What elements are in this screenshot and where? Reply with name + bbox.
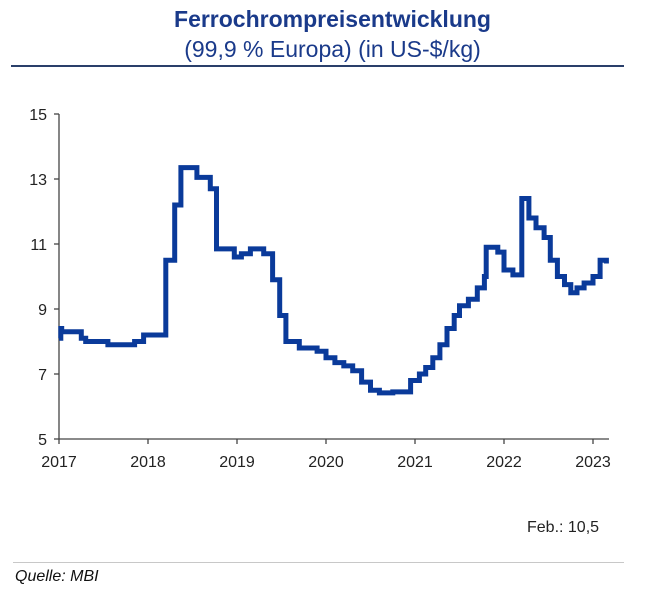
y-tick-label: 13 <box>29 172 47 189</box>
y-tick-label: 15 <box>29 107 47 124</box>
x-axis: 2017 2018 2019 2020 2021 2022 2023 <box>41 438 611 471</box>
y-tick-label: 5 <box>38 432 47 449</box>
source-note: Quelle: MBI <box>15 568 99 585</box>
latest-value-annotation: Feb.: 10,5 <box>527 519 600 536</box>
x-tick-label: 2018 <box>130 454 166 471</box>
x-tick-label: 2017 <box>41 454 77 471</box>
x-tick-label: 2020 <box>308 454 344 471</box>
y-tick-label: 9 <box>38 302 47 319</box>
y-tick-label: 11 <box>30 237 47 254</box>
price-line <box>58 165 609 396</box>
title-divider <box>11 65 624 67</box>
x-tick-label: 2019 <box>219 454 255 471</box>
x-tick-label: 2021 <box>397 454 433 471</box>
y-tick-label: 7 <box>38 367 47 384</box>
x-tick-label: 2022 <box>486 454 522 471</box>
source-divider <box>13 562 624 563</box>
x-tick-label: 2023 <box>575 454 611 471</box>
y-axis: 5 7 9 11 13 15 <box>29 107 60 449</box>
chart-title: Ferrochrompreisentwicklung <box>174 6 491 32</box>
chart-subtitle: (99,9 % Europa) (in US-$/kg) <box>184 36 481 62</box>
